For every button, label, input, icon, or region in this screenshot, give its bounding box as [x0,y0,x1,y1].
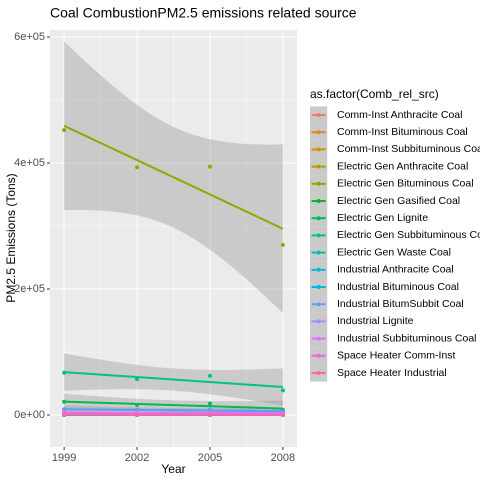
legend-point [316,233,321,238]
legend-label: Space Heater Comm-Inst [337,350,456,362]
trend-line [63,124,284,230]
x-tick-label: 2005 [198,452,222,464]
legend-point [316,302,321,307]
legend-point [316,319,321,324]
legend-point [316,336,321,341]
grid [50,30,297,447]
legend-point [316,130,321,135]
legend-point [316,250,321,255]
legend-point [316,267,321,272]
point [62,370,67,375]
legend-point [316,113,321,117]
point [207,401,212,406]
x-tick-label: 2008 [271,452,295,464]
point [207,164,212,169]
y-axis-label: PM2.5 Emissions (Tons) [4,173,18,302]
legend-label: Industrial BitumSubbit Coal [337,298,464,310]
point [135,377,140,382]
legend-label: Electric Gen Gasified Coal [337,195,460,207]
point [207,373,212,378]
x-tick-label: 2002 [125,452,149,464]
legend-label: Electric Gen Subbituminous Coal [337,229,480,241]
point [207,412,212,417]
chart-title: Coal CombustionPM2.5 emissions related s… [50,5,357,21]
point [135,407,140,412]
point [280,388,285,393]
trend-line [64,371,283,389]
point [280,242,285,247]
point [62,399,67,404]
legend-point [316,147,321,152]
legend-label: Electric Gen Anthracite Coal [337,160,468,172]
legend-label: Electric Gen Waste Coal [337,246,451,258]
y-tick-label: 6e+05 [14,31,45,43]
legend-point [316,199,321,203]
x-axis-label: Year [161,462,185,476]
trend-line [64,411,283,415]
legend-label: Industrial Bituminous Coal [337,281,459,293]
legend-label: Industrial Anthracite Coal [337,264,454,276]
legend-label: Industrial Subbituminous Coal [337,332,477,344]
legend-label: Industrial Lignite [337,315,414,327]
point [207,407,212,412]
y-tick-label: 4e+05 [14,157,45,169]
legend-point [316,371,321,375]
trend-line [64,413,283,416]
legend-label: Electric Gen Lignite [337,212,428,224]
legend-label: Comm-Inst Subbituminous Coal [337,143,480,155]
legend-label: Electric Gen Bituminous Coal [337,178,474,190]
legend-label: Comm-Inst Anthracite Coal [337,109,462,121]
legend-title: as.factor(Comb_rel_src) [310,87,439,101]
trend-line [64,400,283,410]
trend-line [64,408,283,413]
legend-point [316,216,321,221]
point [135,402,140,407]
y-tick-label: 2e+05 [14,283,45,295]
y-tick-label: 0e+00 [14,409,45,421]
legend-label: Space Heater Industrial [337,367,447,379]
point [280,412,285,417]
legend-point [316,353,321,358]
point [135,165,140,170]
point [135,412,140,417]
legend-point [316,181,321,186]
legend-point [316,164,321,169]
marks [62,124,285,417]
x-tick-label: 1999 [52,452,76,464]
legend-label: Comm-Inst Bituminous Coal [337,126,468,138]
legend-point [316,285,321,289]
point [62,412,67,417]
point [62,128,67,133]
